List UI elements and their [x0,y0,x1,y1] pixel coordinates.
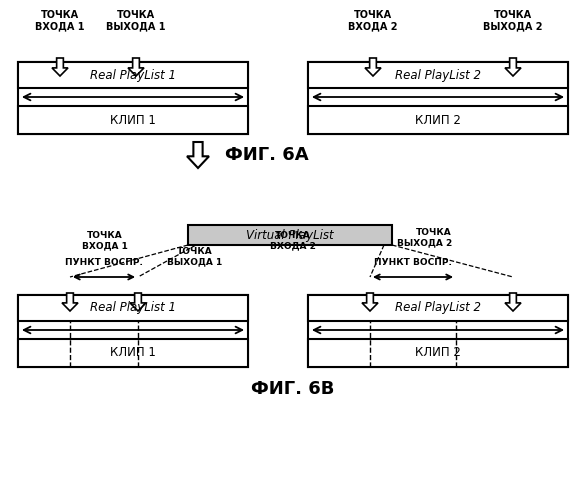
Text: КЛИП 2: КЛИП 2 [415,346,461,360]
Bar [18,106,248,134]
Text: ПУНКТ ВОСПР.: ПУНКТ ВОСПР. [374,258,452,267]
Text: ТОЧКА
ВХОДА 2: ТОЧКА ВХОДА 2 [348,10,398,32]
Text: КЛИП 1: КЛИП 1 [110,114,156,126]
Bar [308,62,568,134]
Text: Real PlayList 1: Real PlayList 1 [90,302,176,314]
Text: ТОЧКА
ВЫХОДА 2: ТОЧКА ВЫХОДА 2 [483,10,543,32]
Bar [308,62,568,88]
Bar [18,62,248,88]
Bar [18,62,248,134]
Polygon shape [365,58,381,76]
Polygon shape [505,293,521,311]
Text: КЛИП 2: КЛИП 2 [415,114,461,126]
Text: ФИГ. 6В: ФИГ. 6В [252,380,335,398]
Polygon shape [362,293,378,311]
Text: Real PlayList 2: Real PlayList 2 [395,302,481,314]
Bar [188,225,392,245]
Polygon shape [130,293,146,311]
Text: ТОЧКА
ВХОДА 1: ТОЧКА ВХОДА 1 [82,231,128,250]
Bar [18,295,248,367]
Polygon shape [505,58,521,76]
Bar [308,295,568,367]
Polygon shape [52,58,68,76]
Text: ПУНКТ ВОСПР.: ПУНКТ ВОСПР. [65,258,143,267]
Text: ФИГ. 6А: ФИГ. 6А [225,146,309,164]
Text: КЛИП 1: КЛИП 1 [110,346,156,360]
Text: Real PlayList 1: Real PlayList 1 [90,68,176,82]
Text: ТОЧКА
ВХОДА 1: ТОЧКА ВХОДА 1 [35,10,85,32]
Text: ТОЧКА
ВЫХОДА 1: ТОЧКА ВЫХОДА 1 [167,247,223,266]
Text: ТОЧКА
ВЫХОДА 2: ТОЧКА ВЫХОДА 2 [397,228,452,248]
Text: Virtual PlayList: Virtual PlayList [246,228,334,241]
Bar [308,339,568,367]
Polygon shape [187,142,209,168]
Bar [18,339,248,367]
Bar [308,106,568,134]
Polygon shape [128,58,144,76]
Text: ТОЧКА
ВХОДА 2: ТОЧКА ВХОДА 2 [270,231,316,250]
Text: Real PlayList 2: Real PlayList 2 [395,68,481,82]
Bar [18,295,248,321]
Polygon shape [62,293,78,311]
Text: ТОЧКА
ВЫХОДА 1: ТОЧКА ВЫХОДА 1 [106,10,166,32]
Bar [308,295,568,321]
